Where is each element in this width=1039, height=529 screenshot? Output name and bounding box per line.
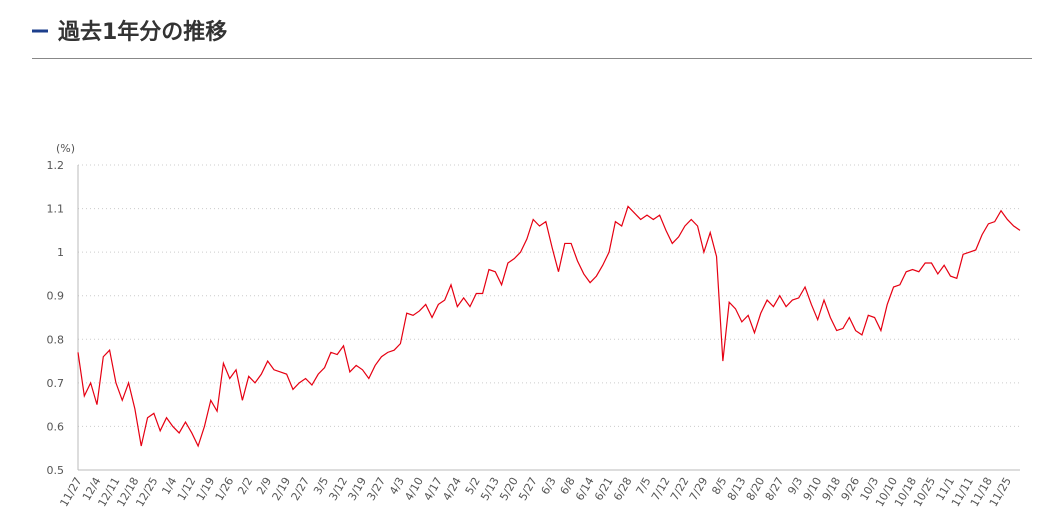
x-tick-label: 9/26 <box>839 475 863 503</box>
x-tick-label: 1/19 <box>194 475 218 503</box>
x-tick-label: 8/27 <box>763 475 787 503</box>
x-tick-label: 6/28 <box>611 475 635 503</box>
x-tick-label: 7/12 <box>649 475 673 503</box>
x-tick-label: 3/12 <box>327 475 351 503</box>
x-tick-label: 9/18 <box>820 475 844 503</box>
y-tick-label: 1.2 <box>47 159 65 172</box>
x-tick-label: 4/10 <box>402 475 426 503</box>
section-title: 過去1年分の推移 <box>58 19 227 45</box>
x-tick-label: 2/27 <box>289 475 313 503</box>
y-tick-label: 0.7 <box>47 377 65 390</box>
x-tick-label: 5/27 <box>516 475 540 503</box>
x-tick-label: 7/22 <box>668 475 692 503</box>
x-tick-label: 6/3 <box>539 475 559 497</box>
x-tick-label: 2/19 <box>270 475 294 503</box>
x-tick-label: 11/27 <box>57 475 84 509</box>
x-tick-label: 4/24 <box>440 475 464 503</box>
y-tick-label: 1.1 <box>47 203 65 216</box>
x-tick-label: 1/26 <box>213 475 237 503</box>
x-tick-label: 6/14 <box>573 475 597 503</box>
x-tick-label: 9/10 <box>801 475 825 503</box>
x-tick-label: 6/21 <box>592 475 616 503</box>
x-tick-label: 8/13 <box>725 475 749 503</box>
y-unit: (%) <box>56 142 75 155</box>
y-tick-label: 0.9 <box>47 290 65 303</box>
x-tick-label: 5/20 <box>497 475 521 503</box>
y-tick-label: 0.6 <box>47 420 65 433</box>
x-tick-label: 1/12 <box>175 475 199 503</box>
x-tick-label: 8/20 <box>744 475 768 503</box>
x-tick-label: 4/17 <box>421 475 445 503</box>
x-tick-label: 7/29 <box>687 475 711 503</box>
y-tick-label: 0.8 <box>47 333 65 346</box>
x-tick-label: 5/13 <box>478 475 502 503</box>
x-tick-label: 3/19 <box>345 475 369 503</box>
line-series <box>77 205 1021 448</box>
y-tick-label: 0.5 <box>47 464 65 477</box>
x-tick-label: 2/2 <box>235 475 255 497</box>
x-tick-label: 3/27 <box>364 475 388 503</box>
y-tick-label: 1 <box>57 246 64 259</box>
